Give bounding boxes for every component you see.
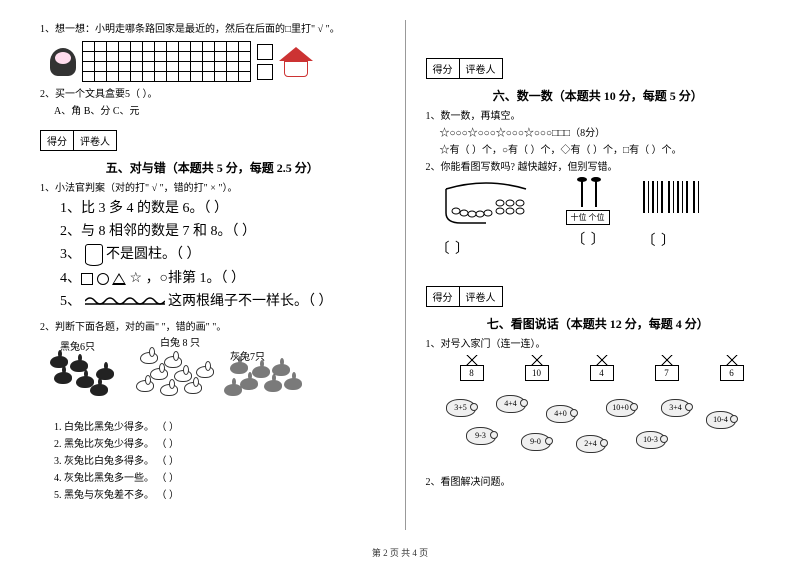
s5-i2: 2、与 8 相邻的数是 7 和 8。（ ）	[60, 222, 385, 242]
house-6: 6	[720, 365, 744, 381]
triangle-icon	[112, 273, 126, 285]
pig-4: 3+4	[661, 399, 691, 417]
cup-icon	[85, 244, 103, 266]
pig-3: 10+0	[606, 399, 636, 417]
s5-i3b: 不是圆柱。（ ）	[106, 247, 201, 262]
pig-7: 2+4	[576, 435, 606, 453]
pig-9: 10-4	[706, 411, 736, 429]
pig-0: 3+5	[446, 399, 476, 417]
s6-q1: 1、数一数，再填空。	[426, 110, 771, 124]
s5-i1: 1、比 3 多 4 的数是 6。（ ）	[60, 199, 385, 219]
section7-title: 七、看图说话（本题共 12 分，每题 4 分）	[426, 315, 771, 332]
pig-6: 9-0	[521, 433, 551, 451]
section6-title: 六、数一数（本题共 10 分，每题 5 分）	[426, 87, 771, 104]
pig-5: 9-3	[466, 427, 496, 445]
star-icon: ☆	[130, 269, 143, 289]
bracket-3: 〔 〕	[642, 230, 701, 250]
pig-1: 4+4	[496, 395, 526, 413]
house-icon	[279, 47, 313, 77]
j1: 1. 白兔比黑兔少得多。 （ ）	[54, 421, 385, 435]
circle-icon	[97, 273, 109, 285]
grader-label: 评卷人	[460, 287, 502, 306]
grader-label: 评卷人	[74, 131, 116, 150]
beads-diagram: 〔 〕	[436, 181, 536, 258]
grader-label: 评卷人	[460, 59, 502, 78]
sticks-diagram: 〔 〕	[642, 181, 701, 250]
boy-icon	[50, 48, 76, 76]
s5-i5: 5、 这两根绳子不一样长。（ ）	[60, 292, 385, 312]
house-10: 10	[525, 365, 549, 381]
square-icon	[81, 273, 93, 285]
wave-icon	[85, 293, 165, 305]
left-column: 1、想一想：小明走哪条路回家是最近的，然后在后面的□里打" √ "。	[40, 20, 385, 540]
j3: 3. 灰兔比白兔多得多。 （ ）	[54, 455, 385, 469]
maze-grid	[82, 41, 251, 82]
checkbox-1[interactable]	[257, 44, 273, 60]
s6-stars: ☆○○○☆○○○☆○○○☆○○○□□□（8分）	[440, 127, 771, 141]
column-divider	[405, 20, 406, 530]
black-label: 黑兔6只	[60, 338, 95, 353]
abacus-diagram: 十位 个位 〔 〕	[566, 181, 612, 249]
score-box-5: 得分 评卷人	[40, 130, 117, 151]
maze-row	[50, 41, 385, 82]
s7-q1: 1、对号入家门（连一连）。	[426, 338, 771, 352]
j2: 2. 黑兔比灰兔少得多。 （ ）	[54, 438, 385, 452]
s5-i3a: 3、	[60, 247, 81, 262]
score-label: 得分	[41, 131, 74, 150]
bracket-2: 〔 〕	[566, 229, 612, 249]
s5-q2-intro: 2、判断下面各题，对的画" "，错的画" "。	[40, 321, 385, 335]
s5-i3: 3、 不是圆柱。（ ）	[60, 244, 385, 266]
section5-title: 五、对与错（本题共 5 分，每题 2.5 分）	[40, 159, 385, 176]
bracket-1: 〔 〕	[436, 238, 536, 258]
house-8: 8	[460, 365, 484, 381]
s5-i5b: 这两根绳子不一样长。（ ）	[168, 294, 333, 309]
q1-text: 1、想一想：小明走哪条路回家是最近的，然后在后面的□里打" √ "。	[40, 23, 385, 37]
q2-options: A、角 B、分 C、元	[54, 105, 385, 119]
right-column: 得分 评卷人 六、数一数（本题共 10 分，每题 5 分） 1、数一数，再填空。…	[426, 20, 771, 540]
counting-diagrams: 〔 〕 十位 个位 〔 〕 〔 〕	[436, 181, 771, 258]
score-box-6: 得分 评卷人	[426, 58, 503, 79]
s5-i5a: 5、	[60, 294, 81, 309]
j5: 5. 黑兔与灰兔差不多。 （ ）	[54, 489, 385, 503]
score-box-7: 得分 评卷人	[426, 286, 503, 307]
pig-diagram: 8 10 4 7 6 3+5 4+4 4+0 10+0 3+4 9-3 9-0 …	[426, 355, 766, 470]
q2-text: 2、买一个文具盒要5（ ）。	[40, 88, 385, 102]
abacus-labels: 十位 个位	[566, 210, 610, 225]
page-footer: 第 2 页 共 4 页	[0, 546, 800, 559]
j4: 4. 灰兔比黑兔多一些。 （ ）	[54, 472, 385, 486]
pig-8: 10-3	[636, 431, 666, 449]
s6-q2: 2、你能看图写数吗? 越快越好，但别写错。	[426, 161, 771, 175]
s5-i4: 4、 ☆ ，○排第 1。（ ）	[60, 269, 385, 289]
score-label: 得分	[427, 287, 460, 306]
house-4: 4	[590, 365, 614, 381]
rabbit-diagram: 黑兔6只 白兔 8 只 灰兔7只	[40, 338, 320, 418]
pig-2: 4+0	[546, 405, 576, 423]
s5-intro: 1、小法官判案（对的打" √ "，错的打" × "）。	[40, 182, 385, 196]
s7-q2: 2、看图解决问题。	[426, 476, 771, 490]
s5-i4b: ，○排第 1。（ ）	[146, 271, 245, 286]
s6-fill: ☆有（ ）个，○有（ ）个，◇有（ ）个，□有（ ）个。	[440, 144, 771, 158]
score-label: 得分	[427, 59, 460, 78]
house-7: 7	[655, 365, 679, 381]
white-label: 白兔 8 只	[160, 334, 200, 349]
checkbox-2[interactable]	[257, 64, 273, 80]
